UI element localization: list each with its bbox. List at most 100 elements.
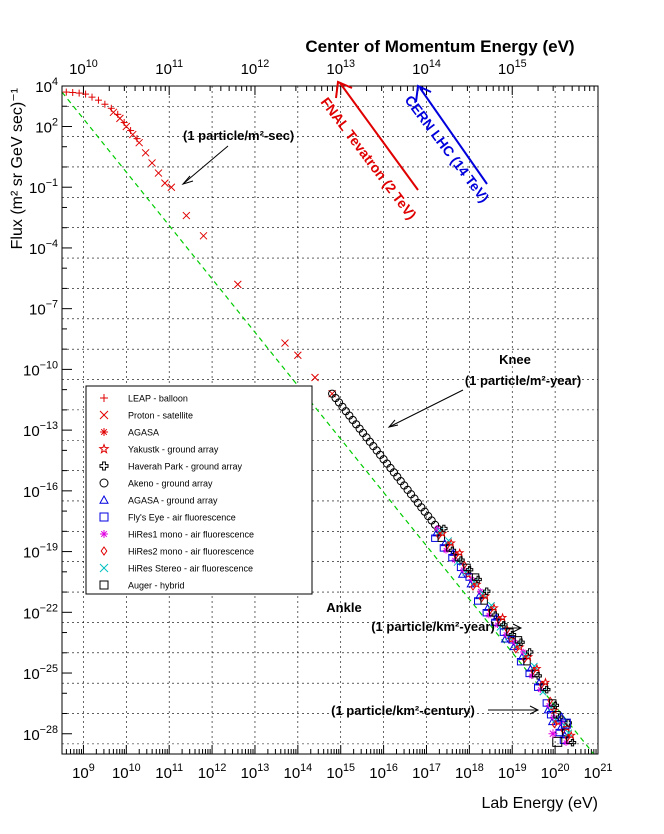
y-tick-label: 10−10 [23, 359, 58, 379]
legend-marker [98, 443, 110, 454]
legend-marker [99, 512, 109, 522]
data-point-highE [445, 537, 453, 545]
x-tick-label: 1015 [326, 762, 355, 782]
legend-box [85, 385, 313, 595]
legend-entry: HiRes Stereo - air fluorescence [99, 563, 253, 574]
annotation-one-per-sec-arrow [181, 145, 229, 185]
data-point-leap [62, 88, 70, 96]
legend-marker [99, 494, 109, 504]
legend-marker [100, 428, 108, 436]
data-point-highE [555, 713, 564, 721]
top-tick-label: 1013 [326, 58, 355, 78]
data-point-highE [470, 582, 476, 591]
top-tick-label: 1012 [241, 58, 270, 78]
data-point-proton [281, 339, 289, 347]
data-point-highE [437, 528, 448, 538]
x-tick-label: 1010 [112, 762, 141, 782]
y-tick-label: 10−25 [23, 663, 58, 683]
data-point-leap [82, 90, 90, 98]
annotation-one-per-sec: (1 particle/m²-sec) [183, 128, 294, 143]
legend-entry: Haverah Park - ground array [99, 461, 243, 472]
y-tick-label: 10−4 [29, 238, 58, 258]
data-point-highE [534, 672, 542, 680]
legend-label: Auger - hybrid [128, 581, 185, 591]
data-point-proton [154, 169, 163, 177]
data-point-highE [543, 685, 551, 694]
data-point-highE [551, 701, 560, 710]
y-tick-label: 10−28 [23, 724, 58, 744]
legend-entry: Proton - satellite [99, 410, 193, 421]
data-point-highE [436, 527, 444, 535]
data-point-highE [480, 591, 491, 601]
data-point-proton [135, 138, 144, 147]
y-tick-label: 10−1 [29, 177, 58, 197]
x-tick-label: 1014 [283, 762, 312, 782]
data-point-highE [517, 638, 525, 646]
legend-marker [99, 563, 109, 573]
legend-label: HiRes Stereo - air fluorescence [128, 564, 253, 574]
cern-arrow [415, 84, 488, 185]
x-tick-label: 1011 [155, 762, 183, 782]
y-tick-label: 104 [35, 76, 58, 96]
data-point-proton [182, 211, 191, 220]
legend-marker [99, 580, 109, 590]
y-tick-label: 10−19 [23, 542, 58, 562]
data-point-highE [500, 621, 508, 629]
annotation-knee-arrow [387, 389, 464, 428]
data-point-leap [88, 93, 96, 101]
legend-label: HiRes1 mono - air fluorescence [128, 530, 254, 540]
data-point-highE [508, 630, 517, 639]
plot-frame [61, 85, 599, 755]
data-point-highE [513, 645, 519, 654]
data-point-proton [116, 114, 124, 123]
legend-entry: AGASA - ground array [99, 494, 218, 506]
data-point-outlier [560, 718, 571, 729]
legend-entry: HiRes2 mono - air fluorescence [100, 546, 254, 557]
y-axis-title: Flux (m² sr GeV sec)⁻¹ [9, 88, 26, 249]
data-point-highE [479, 590, 487, 598]
data-point-highE [472, 579, 482, 589]
data-point-proton [148, 159, 156, 167]
data-point-proton [199, 231, 208, 240]
data-point-highE [522, 650, 530, 658]
legend-entry: HiRes1 mono - air fluorescence [100, 530, 254, 540]
data-point-highE [532, 663, 542, 673]
x-tick-label: 1016 [369, 762, 398, 782]
x-tick-label: 1020 [541, 762, 570, 782]
annotation-ankle-title: Ankle [326, 600, 361, 615]
data-point-highE [474, 575, 482, 584]
data-point-highE [560, 721, 568, 729]
fnal-arrow [335, 80, 419, 191]
legend-label: AGASA - ground array [128, 496, 218, 506]
annotation-ankle-rate: (1 particle/km²-year) [371, 619, 495, 634]
tick-labels: 104 102 10−1 10−4 10−7 10−10 10−13 10−16 10−19 10… [23, 58, 612, 782]
data-point-highE [465, 566, 474, 574]
y-tick-label: 10−7 [29, 299, 58, 319]
data-point-outlier [552, 736, 563, 747]
data-point-highE [446, 538, 456, 548]
legend-marker [99, 410, 109, 420]
data-point-highE [487, 601, 495, 609]
data-points [62, 88, 577, 747]
legend-entry: Akeno - ground array [99, 478, 213, 489]
data-point-highE [562, 722, 572, 732]
data-point-proton [233, 280, 242, 289]
data-point-proton [293, 351, 302, 360]
y-tick-label: 10−16 [23, 481, 58, 501]
legend-entry: LEAP - balloon [100, 394, 188, 404]
data-point-proton [141, 148, 150, 157]
x-tick-label: 1012 [198, 762, 227, 782]
x-axis-title: Lab Energy (eV) [481, 795, 598, 812]
top-tick-label: 1011 [155, 58, 183, 78]
legend-label: AGASA [128, 428, 159, 438]
annotation-knee-title: Knee [499, 352, 531, 367]
data-point-highE [455, 547, 465, 557]
top-tick-label: 1015 [498, 58, 527, 78]
data-point-highE [551, 720, 558, 729]
data-point-highE [565, 729, 573, 737]
legend-entry: Yakustk - ground array [98, 443, 219, 455]
data-point-highE [457, 556, 465, 564]
legend-label: LEAP - balloon [128, 394, 188, 404]
data-point-outlier [548, 729, 558, 739]
